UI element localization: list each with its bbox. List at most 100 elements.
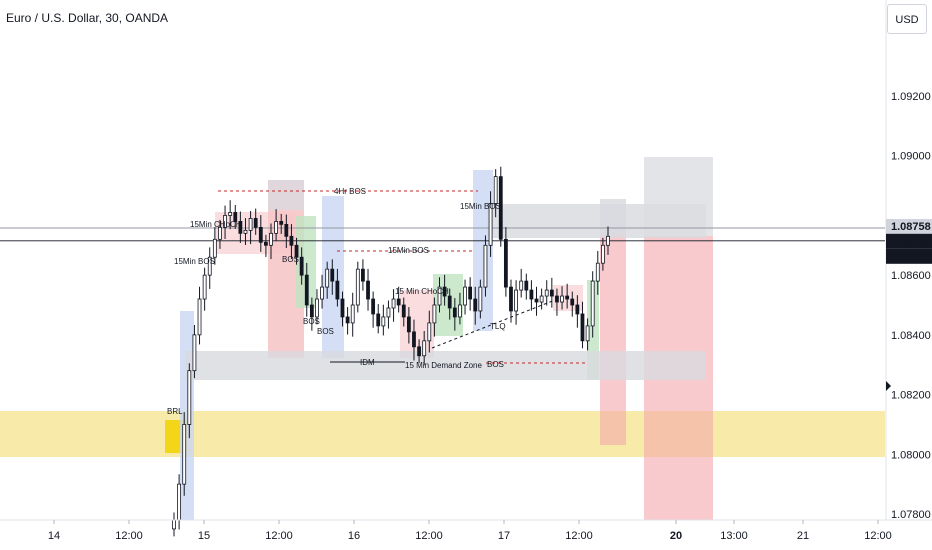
annotation-label: 15Min CHoCH: [190, 220, 242, 229]
candle-body: [493, 176, 498, 204]
candle-body: [447, 295, 452, 309]
time-axis-label: 12:00: [565, 530, 593, 542]
candle-body: [539, 295, 544, 303]
candle-body: [253, 218, 258, 228]
price-badge-bg: [886, 218, 932, 234]
candles-layer: [172, 166, 610, 537]
annotation-label: 15Min BOS: [388, 246, 429, 255]
candle-body: [412, 331, 416, 348]
candle-body: [177, 483, 182, 521]
candle-body: [524, 280, 529, 291]
candle-body: [192, 334, 197, 372]
annotation-label: BOS: [317, 327, 334, 336]
time-axis-label: 12:00: [864, 530, 892, 542]
candle-body: [498, 176, 503, 240]
candle-body: [452, 307, 457, 318]
candle-body: [427, 322, 432, 342]
candle-body: [269, 232, 273, 246]
candle-body: [590, 280, 595, 327]
price-axis-label: 1.09000: [891, 151, 931, 163]
candle-body: [350, 304, 355, 324]
time-axis-label: 12:00: [265, 530, 293, 542]
price-axis-label: 1.08200: [891, 390, 931, 402]
candle-body: [172, 519, 176, 530]
candle-body: [478, 286, 483, 312]
candle-body: [483, 244, 488, 288]
time-axis-label: 13:00: [720, 530, 748, 542]
time-axis-label: 20: [670, 530, 682, 542]
candle-body: [391, 298, 396, 309]
candle-body: [320, 286, 324, 300]
candle-body: [468, 286, 473, 300]
candle-body: [325, 268, 330, 288]
candle-body: [442, 286, 447, 297]
candle-body: [304, 274, 309, 306]
annotation-label: 4Hr BOS: [334, 187, 366, 196]
price-badge: 1.08758: [891, 221, 931, 233]
candle-body: [223, 215, 227, 228]
candle-body: [274, 220, 279, 234]
countdown-badge: 27:26: [891, 251, 919, 263]
candle-body: [345, 316, 350, 324]
annotation-label: 15 Min CHoCH: [395, 287, 449, 296]
candle-body: [197, 298, 202, 336]
candle-body: [422, 340, 427, 357]
currency-button[interactable]: USD: [887, 4, 927, 34]
annotation-label: IDM: [360, 358, 375, 367]
candle-body: [182, 424, 187, 485]
candle-body: [218, 226, 222, 240]
annotation-label: BOS: [487, 360, 504, 369]
candle-body: [361, 268, 365, 282]
candle-body: [228, 212, 233, 216]
time-axis-label: 21: [797, 530, 809, 542]
candle-body: [258, 226, 263, 243]
time-axis-label: 17: [498, 530, 510, 542]
candle-body: [284, 223, 289, 237]
price-axis-label: 1.08000: [891, 449, 931, 461]
candle-body: [330, 268, 335, 282]
candle-body: [355, 268, 360, 306]
gray-box: [268, 180, 304, 210]
candle-body: [519, 280, 524, 291]
gray-box: [644, 157, 713, 236]
candle-body: [549, 289, 554, 297]
candle-body: [238, 220, 243, 234]
candle-body: [534, 298, 539, 303]
annotation-label: 15 Min Demand Zone: [405, 361, 482, 370]
annotation-label: BOS: [303, 317, 320, 326]
candle-body: [606, 235, 610, 246]
candle-body: [396, 298, 401, 306]
candle-body: [294, 244, 299, 258]
red-zone: [600, 235, 626, 445]
candle-body: [386, 307, 391, 318]
candle-body: [544, 289, 549, 297]
candle-body: [202, 274, 207, 300]
zones-layer: [0, 157, 885, 520]
candle-body: [565, 295, 570, 300]
candle-body: [600, 244, 605, 264]
annotation-label: 15Min BOS: [174, 257, 215, 266]
candle-body: [299, 256, 304, 276]
candle-body: [473, 298, 478, 312]
candle-body: [417, 346, 421, 357]
candle-body: [340, 298, 345, 318]
time-axis-label: 12:00: [415, 530, 443, 542]
annotation-label: BRL: [167, 407, 183, 416]
candle-body: [207, 256, 212, 276]
yellow-zone: [0, 411, 885, 457]
demand-zone-box: [185, 351, 706, 380]
time-axis-label: 16: [348, 530, 360, 542]
price-axis-label: 1.08600: [891, 270, 931, 282]
candle-body: [503, 238, 508, 288]
tlq-line: [431, 299, 556, 349]
time-axis-label: 14: [48, 530, 60, 542]
candle-body: [488, 203, 493, 246]
time-axis-label: 15: [198, 530, 210, 542]
candle-body: [437, 286, 442, 306]
annotation-label: 15Min BOS: [460, 202, 501, 211]
candle-body: [335, 280, 340, 300]
price-badge-bg: [886, 248, 932, 264]
candle-body: [432, 304, 437, 324]
